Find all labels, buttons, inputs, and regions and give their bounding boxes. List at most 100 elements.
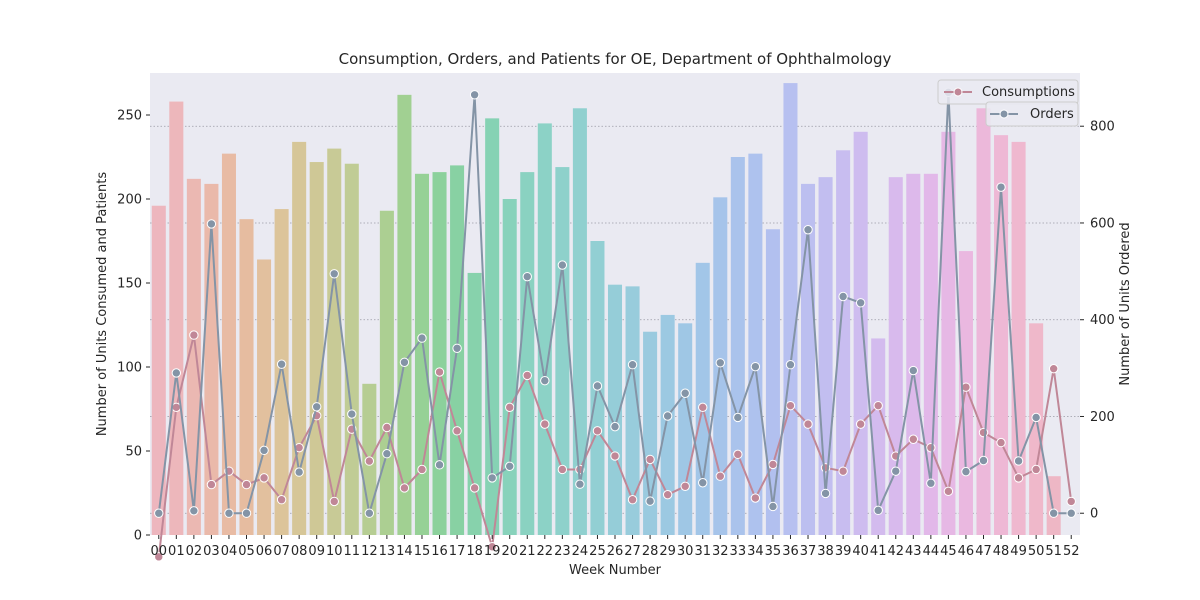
point-orders-32 bbox=[715, 358, 725, 368]
x-tick-label-20: 20 bbox=[501, 544, 518, 559]
y-tick-label-150: 150 bbox=[117, 277, 142, 292]
point-orders-00 bbox=[154, 508, 164, 518]
point-consumptions-10 bbox=[329, 496, 339, 507]
bar-week-36 bbox=[783, 83, 798, 535]
point-orders-09 bbox=[311, 402, 322, 412]
bar-week-41 bbox=[871, 338, 886, 535]
bar-week-01 bbox=[169, 101, 184, 535]
point-orders-01 bbox=[171, 368, 182, 378]
point-orders-36 bbox=[785, 360, 796, 370]
point-orders-24 bbox=[575, 479, 585, 489]
point-orders-28 bbox=[645, 496, 655, 506]
bar-week-14 bbox=[397, 94, 412, 535]
point-consumptions-43 bbox=[908, 434, 919, 444]
x-tick-label-12: 12 bbox=[361, 544, 378, 559]
point-consumptions-35 bbox=[768, 459, 778, 470]
x-tick-label-33: 33 bbox=[730, 544, 747, 559]
point-consumptions-15 bbox=[417, 464, 427, 475]
point-consumptions-22 bbox=[540, 419, 550, 429]
x-tick-label-13: 13 bbox=[379, 544, 396, 559]
x-tick-label-43: 43 bbox=[905, 544, 922, 559]
bar-week-18 bbox=[467, 272, 482, 535]
y-tick-label-200: 200 bbox=[117, 193, 142, 208]
bar-week-47 bbox=[976, 108, 991, 535]
x-tick-label-38: 38 bbox=[817, 544, 834, 559]
bar-week-31 bbox=[695, 262, 710, 535]
x-tick-label-19: 19 bbox=[484, 544, 501, 559]
x-tick-label-06: 06 bbox=[256, 544, 273, 559]
point-consumptions-29 bbox=[662, 489, 673, 500]
bar-week-34 bbox=[748, 153, 763, 535]
bar-week-39 bbox=[836, 150, 851, 535]
point-consumptions-41 bbox=[873, 400, 883, 411]
x-axis-label: Week Number bbox=[569, 563, 662, 578]
point-consumptions-32 bbox=[715, 471, 725, 481]
point-orders-47 bbox=[978, 455, 989, 466]
point-consumptions-13 bbox=[382, 422, 392, 433]
bar-week-23 bbox=[555, 167, 570, 535]
x-tick-label-42: 42 bbox=[887, 544, 904, 559]
point-orders-04 bbox=[224, 508, 234, 518]
x-tick-label-17: 17 bbox=[449, 544, 466, 559]
y2-tick-label-800: 800 bbox=[1090, 120, 1115, 135]
point-orders-46 bbox=[961, 466, 971, 477]
point-consumptions-44 bbox=[926, 442, 936, 453]
point-orders-13 bbox=[382, 449, 392, 459]
x-tick-label-24: 24 bbox=[572, 544, 589, 559]
point-consumptions-34 bbox=[750, 493, 761, 503]
x-tick-label-14: 14 bbox=[396, 544, 413, 559]
point-orders-19 bbox=[487, 473, 497, 483]
bar-week-21 bbox=[520, 172, 535, 535]
point-orders-17 bbox=[452, 343, 462, 353]
x-tick-label-00: 00 bbox=[151, 544, 168, 559]
point-consumptions-25 bbox=[592, 426, 603, 436]
bar-week-04 bbox=[221, 153, 236, 535]
bar-week-26 bbox=[607, 284, 623, 535]
x-tick-label-27: 27 bbox=[624, 544, 641, 559]
y2-tick-label-200: 200 bbox=[1090, 410, 1115, 425]
point-consumptions-17 bbox=[452, 426, 462, 436]
bar-week-13 bbox=[379, 210, 394, 535]
bar-week-33 bbox=[730, 157, 745, 535]
x-tick-label-32: 32 bbox=[712, 544, 729, 559]
bar-week-40 bbox=[853, 131, 868, 536]
x-tick-label-40: 40 bbox=[852, 544, 869, 559]
point-orders-26 bbox=[610, 421, 620, 432]
legend-marker-consumptions bbox=[953, 87, 963, 97]
point-orders-35 bbox=[768, 501, 778, 512]
point-consumptions-19 bbox=[487, 542, 497, 552]
x-tick-label-25: 25 bbox=[589, 544, 606, 559]
point-orders-23 bbox=[557, 260, 568, 270]
point-consumptions-03 bbox=[206, 479, 217, 490]
point-orders-38 bbox=[820, 488, 831, 499]
point-orders-39 bbox=[838, 291, 848, 302]
point-consumptions-33 bbox=[733, 449, 743, 460]
x-tick-label-05: 05 bbox=[238, 544, 255, 559]
y-axis-label: Number of Units Consumed and Patients bbox=[95, 172, 110, 437]
point-consumptions-23 bbox=[557, 464, 568, 475]
point-orders-31 bbox=[698, 478, 708, 488]
point-consumptions-40 bbox=[855, 419, 866, 429]
x-tick-label-21: 21 bbox=[519, 544, 536, 559]
point-consumptions-52 bbox=[1066, 496, 1076, 507]
point-consumptions-18 bbox=[469, 483, 480, 493]
y-tick-label-0: 0 bbox=[134, 529, 142, 544]
bar-week-20 bbox=[502, 199, 517, 535]
point-consumptions-28 bbox=[645, 454, 655, 465]
y-tick-label-50: 50 bbox=[125, 445, 142, 460]
point-orders-40 bbox=[855, 298, 866, 308]
point-orders-51 bbox=[1048, 508, 1059, 518]
x-tick-label-15: 15 bbox=[414, 544, 431, 559]
bar-week-27 bbox=[625, 286, 640, 535]
x-tick-label-23: 23 bbox=[554, 544, 571, 559]
point-consumptions-00 bbox=[154, 552, 164, 562]
point-orders-21 bbox=[522, 271, 532, 282]
x-tick-label-18: 18 bbox=[466, 544, 483, 559]
x-tick-label-36: 36 bbox=[782, 544, 799, 559]
bar-week-11 bbox=[344, 163, 359, 535]
bar-week-07 bbox=[274, 209, 289, 535]
x-tick-label-03: 03 bbox=[203, 544, 220, 559]
x-tick-label-34: 34 bbox=[747, 544, 764, 559]
bar-week-30 bbox=[678, 323, 693, 535]
bar-week-09 bbox=[309, 162, 324, 536]
